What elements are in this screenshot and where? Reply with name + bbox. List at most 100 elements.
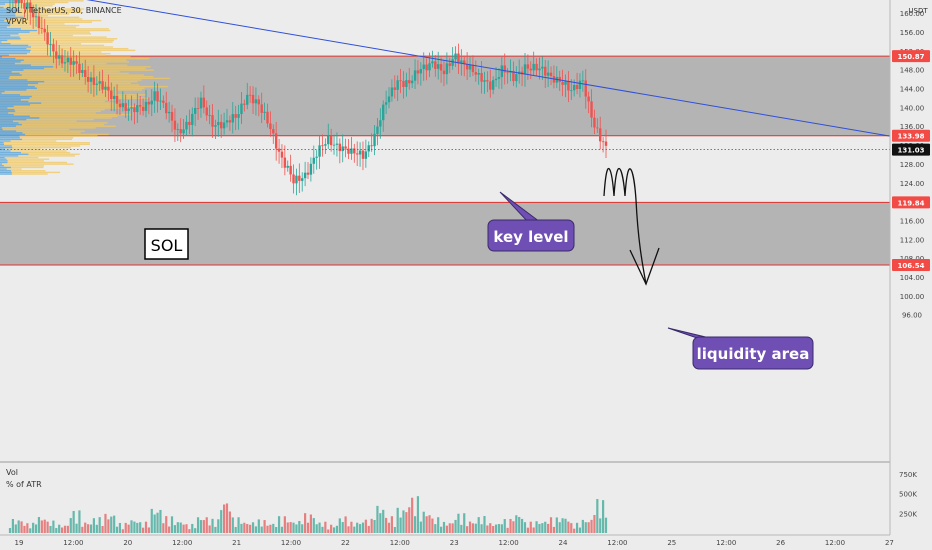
volume-bar: [483, 516, 486, 533]
candle-body: [500, 65, 504, 78]
volume-bar: [561, 518, 564, 533]
candle-body: [95, 83, 98, 85]
candle-body: [153, 91, 156, 101]
volume-bar: [37, 517, 41, 533]
candle-body: [306, 172, 310, 175]
candle-body: [465, 64, 469, 70]
vpvr-bar-sell: [21, 74, 144, 76]
candle-body: [89, 77, 93, 82]
volume-bar: [69, 518, 72, 533]
volume-bar: [552, 526, 556, 533]
volume-bar: [604, 517, 608, 533]
volume-bar: [338, 518, 341, 533]
candle-body: [31, 12, 35, 18]
volume-bar: [454, 519, 457, 533]
vpvr-bar-buy: [0, 80, 45, 83]
candle-body: [248, 94, 252, 96]
vpvr-bar-sell: [1, 92, 118, 94]
volume-bar: [121, 529, 124, 533]
volume-label[interactable]: Vol: [6, 468, 18, 477]
volume-tick-label: 500K: [899, 491, 917, 499]
volume-bar: [153, 514, 156, 533]
time-tick-label: 23: [450, 539, 459, 547]
vpvr-bar-buy: [0, 19, 5, 22]
volume-bar: [95, 524, 98, 533]
atr-label[interactable]: % of ATR: [6, 480, 42, 489]
candle-body: [587, 96, 590, 102]
price-tag-4: [892, 196, 930, 209]
candle-body: [182, 129, 185, 134]
volume-bar: [188, 529, 191, 533]
vpvr-bar-sell: [18, 8, 85, 10]
vpvr-bar-buy: [0, 135, 20, 137]
candle-body: [344, 146, 347, 149]
candle-body: [49, 44, 52, 46]
time-tick-label: 12:00: [716, 539, 736, 547]
candle-body: [442, 70, 446, 75]
volume-bar: [549, 517, 553, 533]
symbol-title[interactable]: SOL / TetherUS, 30, BINANCE: [6, 6, 122, 15]
candle-body: [246, 94, 249, 105]
vpvr-bar-buy: [0, 112, 9, 114]
volume-bar: [526, 527, 529, 533]
zone-2: [0, 202, 890, 266]
candle-body: [590, 101, 593, 118]
candle-body: [98, 81, 101, 84]
price-tag-label: 133.98: [897, 133, 924, 141]
vpvr-bar-sell: [15, 11, 82, 14]
candle-body: [581, 80, 585, 82]
vpvr-bar-sell: [1, 56, 131, 58]
volume-bar: [101, 525, 104, 533]
candle-body: [225, 120, 229, 123]
vpvr-bar-buy: [0, 64, 31, 66]
candle-body: [520, 71, 524, 75]
vpvr-bar-buy: [0, 57, 16, 60]
candle-body: [436, 64, 440, 69]
candle-body: [217, 121, 220, 126]
vpvr-indicator-label[interactable]: VPVR: [6, 17, 28, 26]
vpvr-bar-sell: [4, 19, 102, 22]
volume-bar: [489, 523, 492, 533]
candle-body: [341, 146, 344, 152]
candle-body: [376, 126, 379, 134]
vpvr-bar-buy: [0, 69, 24, 71]
candle-body: [578, 80, 582, 89]
vpvr-bar-buy: [0, 110, 16, 113]
price-tick-label: 160.00: [900, 10, 925, 18]
volume-bar: [165, 516, 168, 533]
price-axis-panel[interactable]: [890, 0, 932, 550]
candle-body: [329, 135, 333, 146]
candle-body: [324, 144, 327, 146]
volume-bar: [257, 519, 260, 533]
price-tag-label: 106.54: [897, 262, 924, 270]
time-tick-label: 24: [559, 539, 568, 547]
volume-bar: [185, 524, 188, 533]
candle-body: [173, 120, 177, 130]
vpvr-bar-sell: [37, 29, 111, 32]
candle-body: [55, 51, 58, 59]
vpvr-bar-sell: [23, 16, 80, 19]
volume-bar: [141, 527, 145, 533]
volume-bar: [405, 512, 408, 533]
volume-bar: [544, 521, 547, 533]
volume-bar: [286, 522, 289, 533]
candle-body: [295, 175, 298, 184]
candle-body: [260, 104, 263, 113]
vpvr-bar-sell: [39, 117, 112, 119]
volume-bar: [558, 522, 561, 533]
vpvr-bar-buy: [0, 26, 7, 28]
vpvr-bar-buy: [0, 117, 40, 119]
volume-bar: [118, 522, 122, 533]
volume-bar: [332, 527, 336, 533]
vpvr-bar-sell: [8, 77, 171, 80]
candle-body: [176, 129, 180, 130]
vpvr-bar-buy: [0, 1, 16, 4]
candle-body: [529, 68, 532, 71]
vpvr-bar-buy: [0, 109, 15, 111]
vpvr-bar-buy: [0, 165, 4, 167]
vpvr-bar-sell: [10, 34, 73, 37]
vpvr-bar-sell: [16, 125, 116, 127]
vpvr-bar-buy: [0, 13, 16, 15]
